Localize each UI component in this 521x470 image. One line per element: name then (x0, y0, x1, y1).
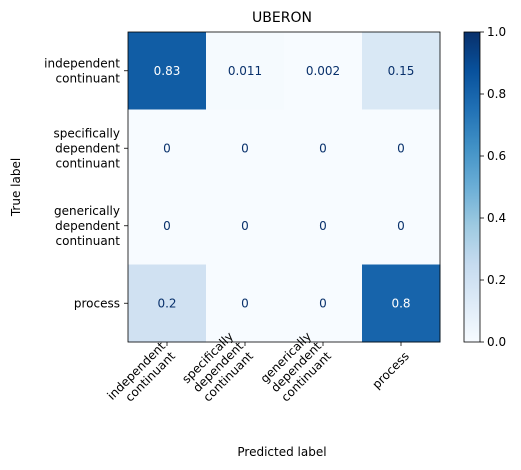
colorbar-tick-label: 0.2 (487, 273, 506, 287)
heatmap-cell (206, 32, 285, 110)
cell-value-label: 0 (163, 219, 171, 233)
heatmap-cell (284, 32, 363, 110)
x-tick-label: process (369, 349, 412, 392)
x-tick-label: independentcontinuant (105, 339, 179, 413)
colorbar-bar (463, 31, 481, 343)
y-tick-label-line: continuant (56, 71, 121, 85)
cell-value-label: 0 (241, 141, 249, 155)
colorbar-tick-label: 0.4 (487, 211, 506, 225)
heatmap-cell (362, 187, 441, 265)
x-tick-label-group: process (369, 349, 412, 392)
cell-value-label: 0 (397, 219, 405, 233)
y-tick-label-line: process (74, 296, 120, 310)
heatmap-cell (362, 32, 441, 110)
heatmap-cell (128, 264, 207, 343)
colorbar-tick-label: 0.6 (487, 149, 506, 163)
heatmap-cell (284, 187, 363, 265)
chart-title: UBERON (252, 10, 312, 26)
colorbar: 0.0 0.2 0.4 0.6 0.8 1.0 (463, 25, 506, 349)
x-tick-label-line: process (369, 349, 412, 392)
y-tick-label: independent continuant (44, 56, 120, 85)
cell-value-label: 0.002 (306, 64, 340, 78)
colorbar-tick-label: 0.8 (487, 87, 506, 101)
colorbar-tick-label: 1.0 (487, 25, 506, 39)
y-tick-label-line: independent (44, 56, 120, 70)
cell-value-label: 0 (241, 296, 249, 310)
x-tick-label-group: independentcontinuant (105, 339, 179, 413)
cell-value-label: 0 (319, 141, 327, 155)
y-tick-label-line: generically (54, 204, 120, 218)
heatmap-cell (128, 32, 207, 110)
heatmap-cell (206, 187, 285, 265)
y-tick-label: generically dependent continuant (54, 204, 120, 248)
cell-value-label: 0.83 (154, 64, 181, 78)
heatmap-cell (362, 109, 441, 188)
colorbar-tick-label: 0.0 (487, 335, 506, 349)
y-tick-label-line: continuant (56, 234, 121, 248)
x-axis-label: Predicted label (237, 445, 326, 459)
heatmap-cell (362, 264, 441, 343)
plot-frame (127, 31, 441, 343)
y-tick-label-line: continuant (56, 156, 121, 170)
cell-value-label: 0.011 (228, 64, 262, 78)
heatmap-cell (284, 109, 363, 188)
heatmap-cells: 0.83 0.011 0.002 0.15 0 0 0 0 0 0 0 0 0.2 0 0 0.8 (127, 31, 441, 343)
y-tick-label-line: dependent (55, 219, 120, 233)
heatmap-cell (206, 109, 285, 188)
y-axis-label: True label (9, 158, 23, 217)
cell-value-label: 0 (241, 219, 249, 233)
cell-value-label: 0 (319, 296, 327, 310)
y-tick-label-line: specifically (54, 126, 120, 140)
cell-value-label: 0 (319, 219, 327, 233)
heatmap-cell (128, 187, 207, 265)
heatmap-cell (128, 109, 207, 188)
cell-value-label: 0 (397, 141, 405, 155)
y-tick-label: process (74, 296, 120, 310)
cell-value-label: 0.2 (157, 296, 176, 310)
heatmap-cell (206, 264, 285, 343)
heatmap-cell (284, 264, 363, 343)
cell-value-label: 0 (163, 141, 171, 155)
y-tick-label-line: dependent (55, 141, 120, 155)
cell-value-label: 0.8 (391, 296, 410, 310)
y-tick-label: specifically dependent continuant (54, 126, 121, 170)
cell-value-label: 0.15 (388, 64, 415, 78)
